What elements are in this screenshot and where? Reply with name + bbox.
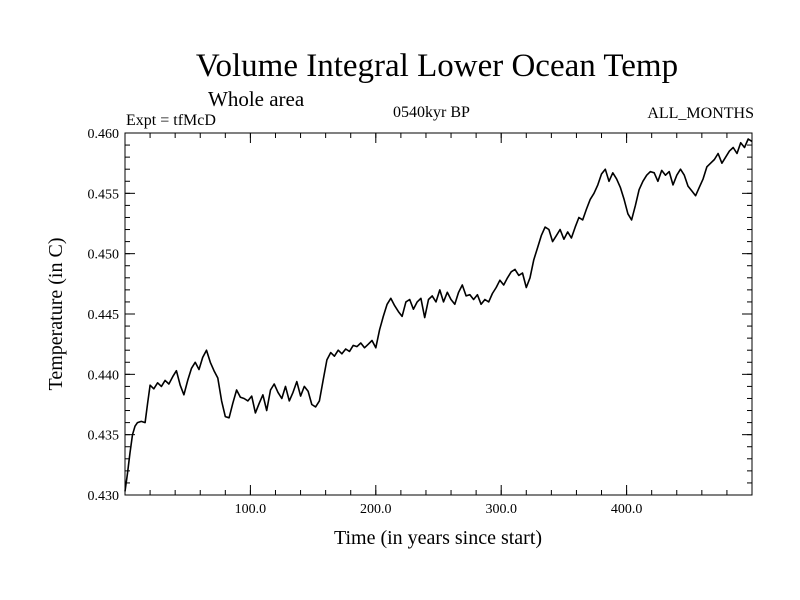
experiment-label: Expt = tfMcD bbox=[126, 112, 216, 129]
months-label: ALL_MONTHS bbox=[647, 105, 754, 122]
y-tick-label: 0.445 bbox=[88, 308, 120, 323]
y-tick-label: 0.460 bbox=[88, 127, 120, 142]
plot-frame bbox=[124, 132, 753, 496]
y-tick-label: 0.430 bbox=[88, 489, 120, 504]
x-tick-label: 400.0 bbox=[611, 502, 643, 517]
y-tick-label: 0.435 bbox=[88, 429, 120, 444]
chart-title: Volume Integral Lower Ocean Temp bbox=[195, 48, 679, 84]
x-tick-label: 200.0 bbox=[360, 502, 392, 517]
chart-subtitle: Whole area bbox=[208, 87, 305, 111]
y-tick-label: 0.450 bbox=[88, 248, 120, 263]
y-axis-label: Temperature (in C) bbox=[45, 238, 67, 391]
y-tick-label: 0.455 bbox=[88, 187, 120, 202]
series-line bbox=[124, 138, 753, 492]
x-axis-label: Time (in years since start) bbox=[334, 527, 542, 549]
y-tick-label: 0.440 bbox=[88, 368, 120, 383]
x-tick-label: 100.0 bbox=[235, 502, 267, 517]
period-label: 0540kyr BP bbox=[393, 104, 470, 121]
x-tick-label: 300.0 bbox=[485, 502, 517, 517]
